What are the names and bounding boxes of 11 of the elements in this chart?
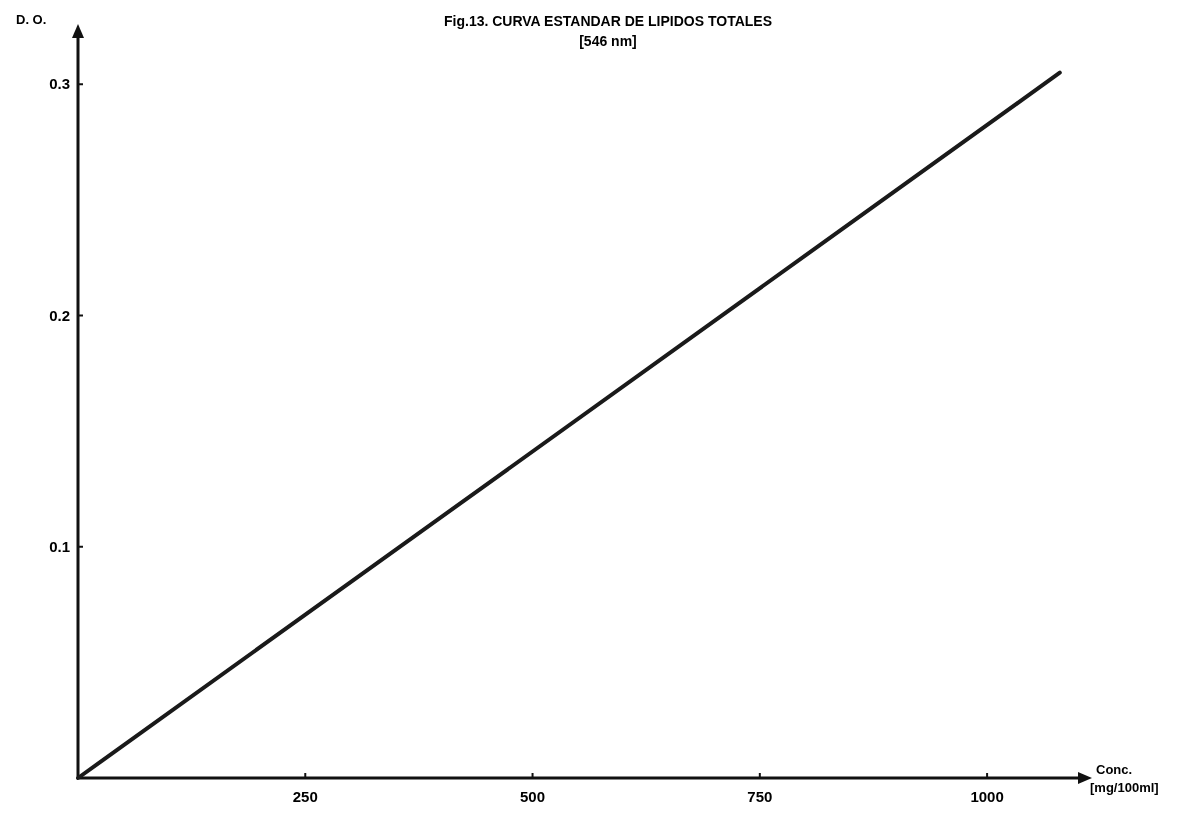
x-tick-label: 250: [292, 788, 318, 805]
x-tick-label: 1000: [970, 788, 1004, 805]
x-axis-title: Conc. [mg/100ml]: [1090, 762, 1159, 795]
x-tick-label: 500: [520, 788, 546, 805]
y-axis-title: D. O.: [16, 12, 47, 27]
chart-subtitle: [546 nm]: [579, 33, 637, 49]
y-tick-label: 0.1: [49, 537, 70, 555]
x-tick-label: 750: [747, 788, 773, 805]
y-tick-label: 0.3: [49, 75, 70, 93]
y-tick-label: 0.2: [49, 306, 70, 324]
chart-title: Fig.13. CURVA ESTANDAR DE LIPIDOS TOTALES: [444, 13, 772, 29]
